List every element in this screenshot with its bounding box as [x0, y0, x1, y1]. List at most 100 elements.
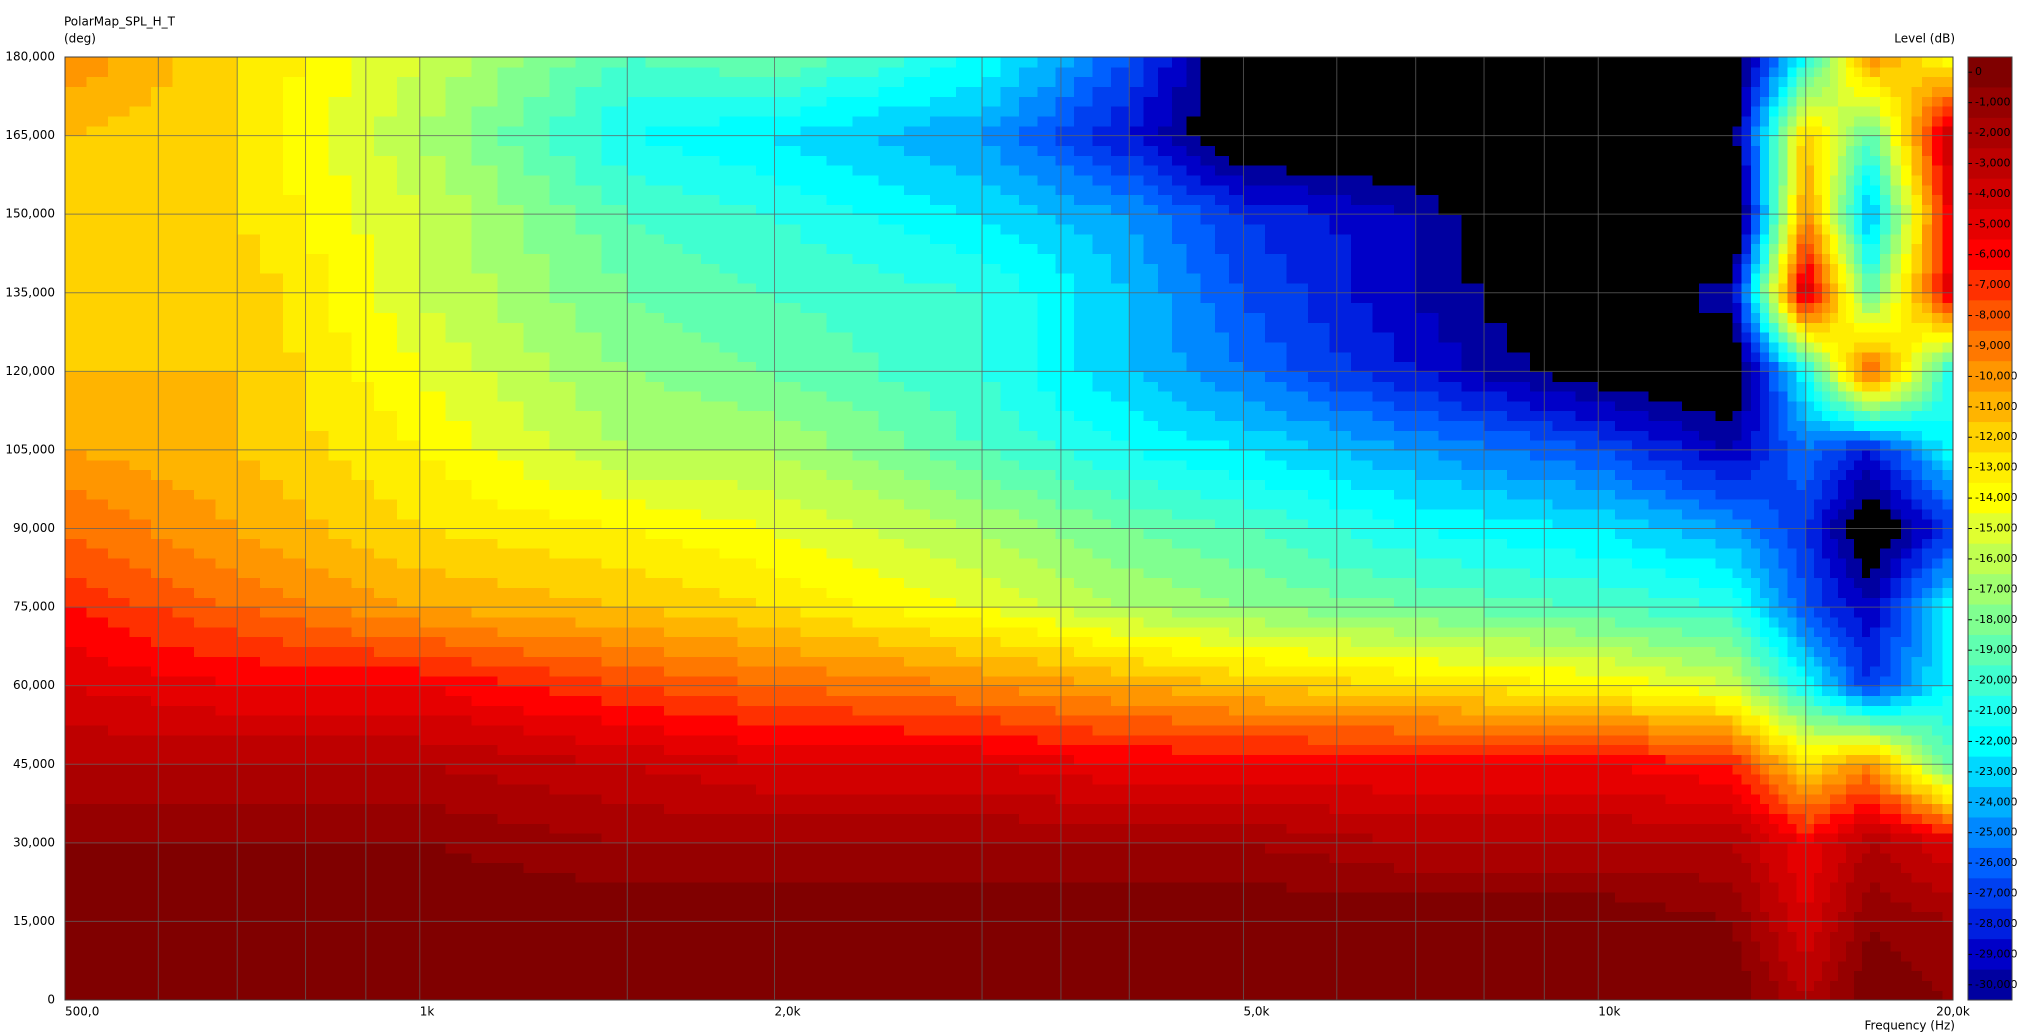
contour-cell	[1484, 980, 1508, 991]
contour-cell	[1869, 705, 1881, 716]
contour-cell	[471, 921, 499, 932]
contour-cell	[1329, 656, 1352, 667]
contour-cell	[930, 891, 957, 903]
contour-cell	[1665, 607, 1683, 618]
contour-cell	[1018, 852, 1038, 864]
contour-cell	[1265, 872, 1288, 883]
contour-cell	[1214, 921, 1230, 932]
contour-cell	[151, 557, 174, 569]
contour-cell	[1157, 666, 1173, 677]
contour-cell	[1861, 891, 1871, 903]
contour-cell	[1265, 882, 1288, 893]
contour-cell	[1880, 950, 1892, 962]
contour-cell	[1037, 842, 1057, 854]
contour-cell	[1018, 636, 1038, 647]
contour-cell	[523, 666, 551, 677]
contour-cell	[260, 528, 284, 539]
contour-cell	[65, 548, 88, 559]
contour-cell	[237, 990, 261, 1001]
contour-cell	[1286, 548, 1309, 559]
contour-cell	[904, 862, 931, 873]
contour-cell	[1901, 675, 1913, 687]
contour-cell	[1286, 931, 1309, 942]
contour-cell	[1506, 931, 1531, 942]
contour-cell	[956, 675, 983, 687]
contour-cell	[1000, 656, 1020, 667]
contour-cell	[1575, 911, 1599, 923]
contour-cell	[956, 754, 983, 765]
contour-cell	[719, 823, 739, 834]
contour-cell	[1741, 538, 1752, 549]
contour-cell	[700, 646, 720, 657]
contour-cell	[1018, 616, 1038, 628]
contour-cell	[1869, 724, 1881, 736]
contour-cell	[194, 872, 217, 883]
contour-cell	[826, 724, 853, 736]
contour-cell	[1200, 675, 1216, 687]
contour-cell	[396, 970, 421, 981]
contour-cell	[1575, 695, 1599, 706]
contour-cell	[1172, 656, 1187, 667]
contour-cell	[396, 774, 421, 785]
contour-cell	[1648, 528, 1666, 539]
contour-cell	[982, 597, 1002, 608]
contour-cell	[904, 557, 931, 569]
contour-cell	[1351, 774, 1374, 785]
contour-cell	[1759, 567, 1770, 579]
contour-cell	[1861, 941, 1871, 952]
contour-cell	[1286, 941, 1309, 952]
contour-cell	[1214, 774, 1230, 785]
contour-cell	[1110, 764, 1130, 775]
contour-cell	[1932, 538, 1944, 549]
contour-cell	[1484, 616, 1508, 628]
contour-cell	[396, 646, 421, 657]
contour-cell	[1698, 636, 1717, 647]
contour-cell	[575, 813, 602, 824]
contour-cell	[1200, 803, 1216, 814]
contour-cell	[1648, 567, 1666, 579]
contour-cell	[1000, 705, 1020, 716]
contour-cell	[1461, 911, 1485, 923]
contour-cell	[774, 960, 802, 972]
contour-cell	[1265, 783, 1288, 795]
contour-cell	[1157, 548, 1173, 559]
contour-cell	[129, 774, 152, 785]
contour-cell	[471, 990, 499, 1001]
contour-cell	[1286, 528, 1309, 539]
contour-cell	[1853, 950, 1863, 962]
contour-cell	[1265, 764, 1288, 775]
contour-cell	[351, 597, 375, 608]
contour-cell	[1172, 597, 1187, 608]
contour-cell	[549, 626, 576, 638]
contour-cell	[65, 882, 88, 893]
contour-cell	[1698, 734, 1717, 746]
contour-cell	[1821, 577, 1831, 589]
contour-cell	[1286, 724, 1309, 736]
contour-cell	[1648, 724, 1666, 736]
contour-cell	[1750, 960, 1761, 972]
contour-cell	[737, 715, 757, 726]
contour-cell	[1853, 852, 1863, 864]
contour-cell	[1648, 901, 1666, 913]
contour-cell	[737, 548, 757, 559]
contour-cell	[1845, 626, 1855, 638]
contour-cell	[774, 852, 802, 864]
contour-cell	[575, 872, 602, 883]
contour-cell	[396, 587, 421, 598]
contour-cell	[86, 607, 109, 618]
contour-cell	[1229, 960, 1245, 972]
contour-cell	[194, 616, 217, 628]
contour-cell	[1074, 734, 1094, 746]
contour-cell	[1932, 960, 1944, 972]
contour-cell	[737, 882, 757, 893]
contour-cell	[774, 980, 802, 991]
contour-cell	[1394, 675, 1417, 687]
contour-cell	[878, 980, 905, 991]
contour-cell	[774, 656, 802, 667]
contour-cell	[1715, 803, 1734, 814]
contour-cell	[1200, 685, 1216, 697]
contour-cell	[1372, 950, 1395, 962]
contour-cell	[282, 862, 307, 873]
contour-cell	[1265, 891, 1288, 903]
contour-cell	[396, 960, 421, 972]
